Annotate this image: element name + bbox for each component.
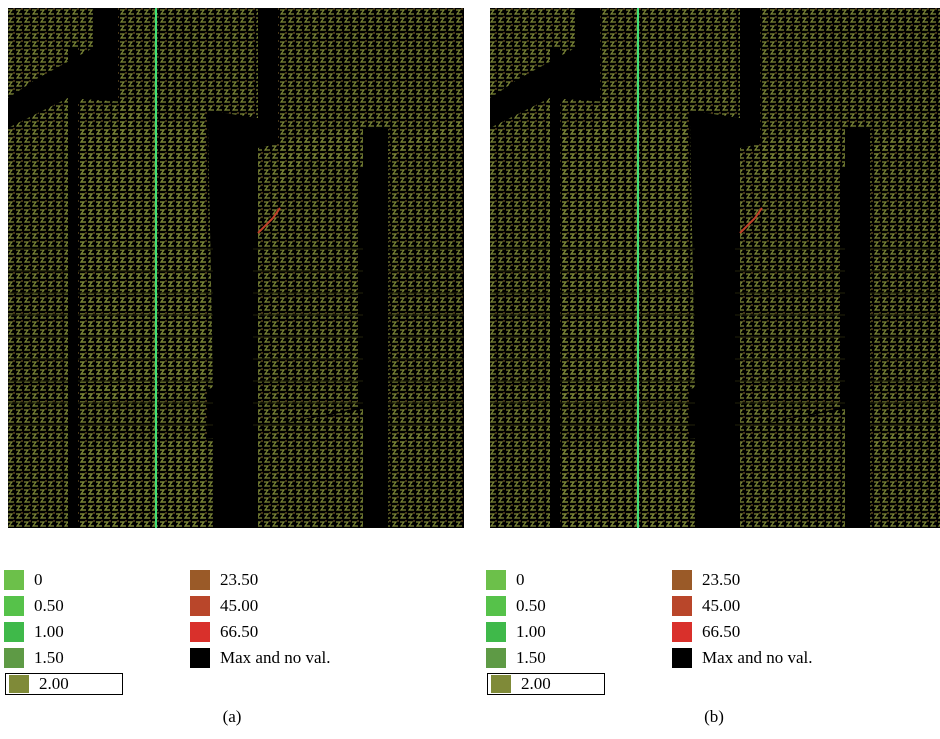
legend-label: Max and no val. (702, 648, 813, 667)
no-value-gap (213, 158, 253, 528)
vector-region (550, 123, 695, 408)
no-value-gap (550, 48, 560, 528)
vector-region (740, 128, 840, 428)
panel-caption: (a) (222, 707, 242, 726)
vector-region (8, 8, 93, 98)
legend-swatch (672, 622, 692, 642)
legend-swatch (486, 622, 506, 642)
legend-label: 2.00 (39, 674, 69, 693)
legend-low-values: 0 0.50 1.00 1.50 2.00 (4, 567, 123, 695)
legend-swatch (672, 648, 692, 668)
legend-item: 1.00 (486, 619, 605, 645)
legend-high-values: 23.50 45.00 66.50 Max and no val. (672, 567, 812, 671)
vector-field-plot (8, 8, 464, 528)
legend-item: 45.00 (190, 593, 330, 619)
legend-swatch (190, 648, 210, 668)
legend-swatch (672, 596, 692, 616)
legend-label: 45.00 (702, 596, 741, 615)
panel-caption: (b) (704, 707, 724, 726)
vector-region (258, 408, 368, 528)
no-value-gap (68, 48, 78, 528)
legend-label: 66.50 (702, 622, 741, 641)
vector-region (388, 118, 464, 448)
vector-region (870, 428, 940, 528)
legend-item: Max and no val. (190, 645, 330, 671)
legend-item: 0.50 (486, 593, 605, 619)
legend-high-values: 23.50 45.00 66.50 Max and no val. (190, 567, 330, 671)
vector-region (740, 408, 850, 528)
legend-label: 0 (34, 570, 43, 589)
legend-item: 0 (4, 567, 123, 593)
legend-swatch (190, 570, 210, 590)
vector-region (258, 128, 358, 428)
panel-a: 0 0.50 1.00 1.50 2.00 23.50 45.00 (0, 0, 464, 739)
legend-label: Max and no val. (220, 648, 331, 667)
vector-region (68, 123, 213, 408)
legend-swatch (4, 622, 24, 642)
vector-field-canvas (8, 8, 464, 528)
legend-swatch (486, 648, 506, 668)
legend-label: 45.00 (220, 596, 259, 615)
no-value-gap (845, 128, 870, 528)
legend-label: 66.50 (220, 622, 259, 641)
legend-label: 0.50 (34, 596, 64, 615)
legend-swatch (4, 570, 24, 590)
legend-swatch (491, 675, 511, 693)
vector-region (388, 428, 464, 528)
legend-swatch (486, 570, 506, 590)
vector-field-canvas (490, 8, 940, 528)
legend-swatch (4, 648, 24, 668)
legend-item-selected: 2.00 (487, 673, 605, 695)
legend-low-values: 0 0.50 1.00 1.50 2.00 (486, 567, 605, 695)
vector-region (78, 438, 218, 528)
legend-item: 1.00 (4, 619, 123, 645)
vector-region (490, 8, 575, 98)
legend-item: 66.50 (672, 619, 812, 645)
legend-label: 1.50 (516, 648, 546, 667)
vector-region (870, 120, 940, 448)
legend-item: 23.50 (672, 567, 812, 593)
legend-label: 2.00 (521, 674, 551, 693)
high-value-marker (739, 207, 763, 234)
no-value-gap (695, 158, 735, 528)
panel-b: 0 0.50 1.00 1.50 2.00 23.50 45.00 (482, 0, 940, 739)
legend-item: 1.50 (4, 645, 123, 671)
legend-swatch (9, 675, 29, 693)
high-value-marker (257, 207, 281, 234)
legend-label: 1.00 (34, 622, 64, 641)
legend-swatch (190, 596, 210, 616)
legend-label: 0.50 (516, 596, 546, 615)
legend-swatch (4, 596, 24, 616)
legend-item: 45.00 (672, 593, 812, 619)
legend-swatch (486, 596, 506, 616)
vector-region (560, 438, 700, 528)
legend-item: Max and no val. (672, 645, 812, 671)
legend-item: 0.50 (4, 593, 123, 619)
legend-label: 1.00 (516, 622, 546, 641)
legend-item: 66.50 (190, 619, 330, 645)
legend-label: 1.50 (34, 648, 64, 667)
legend-item-selected: 2.00 (5, 673, 123, 695)
legend-item: 23.50 (190, 567, 330, 593)
legend-swatch (190, 622, 210, 642)
legend-item: 0 (486, 567, 605, 593)
vector-field-plot (490, 8, 940, 528)
legend-label: 23.50 (220, 570, 259, 589)
legend-label: 23.50 (702, 570, 741, 589)
legend-swatch (672, 570, 692, 590)
legend-label: 0 (516, 570, 525, 589)
no-value-gap (363, 128, 388, 528)
legend-item: 1.50 (486, 645, 605, 671)
